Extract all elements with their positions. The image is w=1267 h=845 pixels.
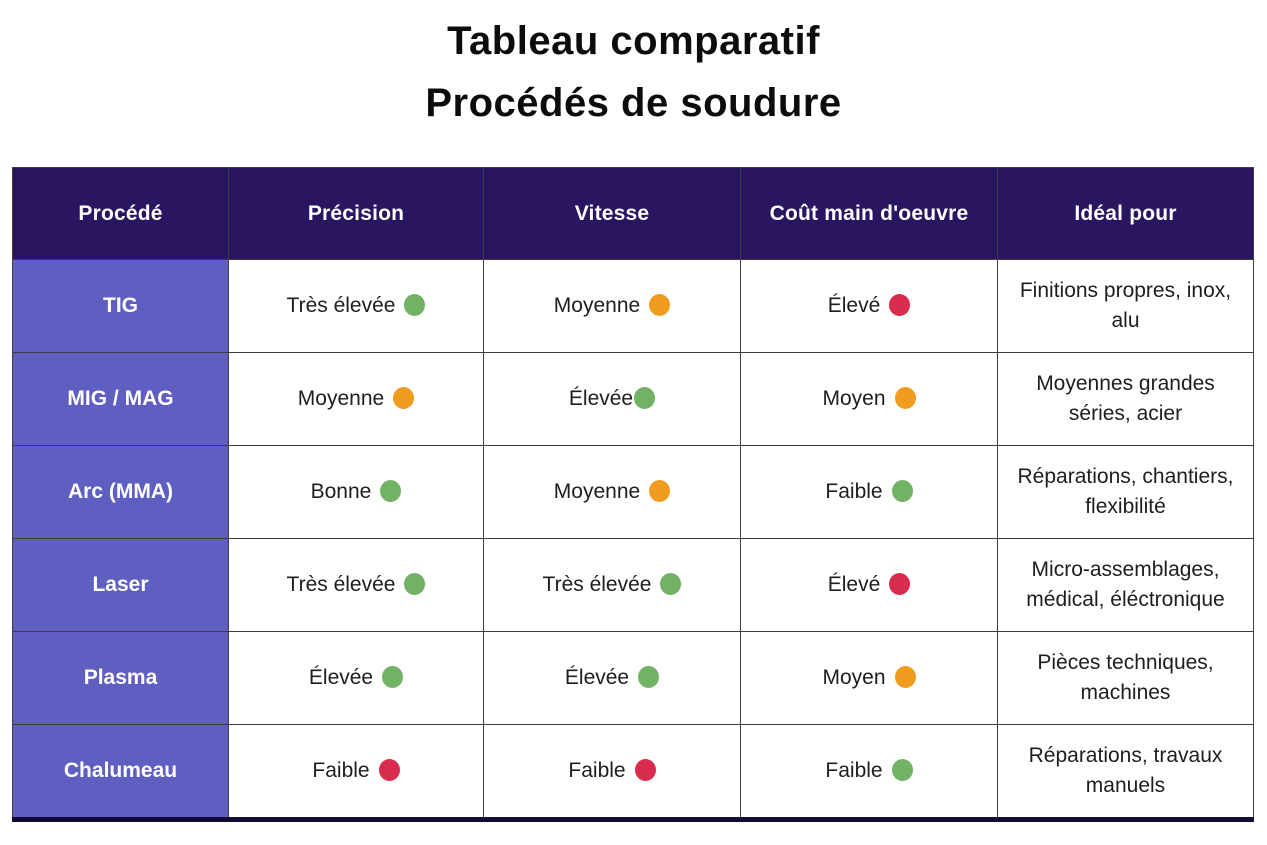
- cell-precision: Moyenne: [228, 352, 484, 446]
- cell-text: Élevée: [308, 666, 374, 689]
- cell-vitesse: Très élevée: [483, 538, 741, 632]
- status-dot-red-icon: [378, 759, 400, 781]
- page-title: Tableau comparatif Procédés de soudure: [0, 0, 1267, 134]
- table-row: TIG Très élevée Moyenne Élevé Finitions prop…: [12, 259, 1254, 353]
- status-dot-green-icon: [660, 573, 682, 595]
- column-header-procede: Procédé: [12, 167, 229, 260]
- cell-ideal-pour: Micro-assemblages, médical, éléctronique: [997, 538, 1254, 632]
- row-label: Arc (MMA): [12, 445, 229, 539]
- column-header-ideal: Idéal pour: [997, 167, 1254, 260]
- cell-cout: Faible: [740, 724, 998, 820]
- table-row: Arc (MMA) Bonne Moyenne Faible Réparations, …: [12, 445, 1254, 539]
- cell-text: Faible: [568, 759, 626, 782]
- table-row: Laser Très élevée Très élevée Élevé Micro-as…: [12, 538, 1254, 632]
- cell-vitesse: Faible: [483, 724, 741, 820]
- header-row: Procédé Précision Vitesse Coût main d'oe…: [12, 167, 1254, 260]
- status-dot-orange-icon: [649, 294, 671, 316]
- column-header-vitesse: Vitesse: [483, 167, 741, 260]
- cell-vitesse: Moyenne: [483, 259, 741, 353]
- cell-text: Élevée: [568, 387, 634, 410]
- status-dot-red-icon: [889, 573, 911, 595]
- row-label: Laser: [12, 538, 229, 632]
- cell-text: Moyenne: [553, 480, 641, 503]
- cell-cout: Faible: [740, 445, 998, 539]
- cell-ideal-pour: Pièces techniques, machines: [997, 631, 1254, 725]
- cell-ideal-pour: Réparations, chantiers, flexibilité: [997, 445, 1254, 539]
- status-dot-red-icon: [634, 759, 656, 781]
- cell-ideal-pour: Finitions propres, inox, alu: [997, 259, 1254, 353]
- status-dot-red-icon: [889, 294, 911, 316]
- row-label: MIG / MAG: [12, 352, 229, 446]
- table-row: MIG / MAG Moyenne Élevée Moyen Moyennes gran…: [12, 352, 1254, 446]
- cell-text: Élevé: [827, 294, 881, 317]
- cell-ideal-pour: Réparations, travaux manuels: [997, 724, 1254, 820]
- cell-text: Très élevée: [542, 573, 652, 596]
- cell-text: Élevée: [564, 666, 630, 689]
- row-label: Chalumeau: [12, 724, 229, 820]
- cell-text: Très élevée: [286, 294, 396, 317]
- status-dot-green-icon: [891, 759, 913, 781]
- cell-precision: Très élevée: [228, 259, 484, 353]
- row-label: Plasma: [12, 631, 229, 725]
- status-dot-orange-icon: [393, 387, 415, 409]
- status-dot-orange-icon: [894, 387, 916, 409]
- cell-precision: Élevée: [228, 631, 484, 725]
- table-row: Plasma Élevée Élevée Moyen Pièces techniques…: [12, 631, 1254, 725]
- status-dot-orange-icon: [894, 666, 916, 688]
- cell-text: Très élevée: [286, 573, 396, 596]
- cell-precision: Faible: [228, 724, 484, 820]
- cell-text: Élevé: [827, 573, 881, 596]
- comparison-table: Procédé Précision Vitesse Coût main d'oe…: [12, 167, 1254, 822]
- status-dot-green-icon: [404, 294, 426, 316]
- row-label: TIG: [12, 259, 229, 353]
- cell-text: Bonne: [310, 480, 372, 503]
- cell-vitesse: Élevée: [483, 352, 741, 446]
- status-dot-green-icon: [634, 387, 656, 409]
- cell-text: Faible: [825, 759, 883, 782]
- cell-precision: Très élevée: [228, 538, 484, 632]
- status-dot-green-icon: [382, 666, 404, 688]
- cell-text: Faible: [312, 759, 370, 782]
- title-line-1: Tableau comparatif: [447, 19, 820, 63]
- cell-vitesse: Moyenne: [483, 445, 741, 539]
- cell-text: Moyenne: [297, 387, 385, 410]
- table-row: Chalumeau Faible Faible Faible Réparations, …: [12, 724, 1254, 820]
- cell-text: Moyen: [822, 387, 886, 410]
- status-dot-green-icon: [638, 666, 660, 688]
- title-line-2: Procédés de soudure: [425, 81, 842, 125]
- cell-text: Moyenne: [553, 294, 641, 317]
- cell-ideal-pour: Moyennes grandes séries, acier: [997, 352, 1254, 446]
- cell-cout: Élevé: [740, 538, 998, 632]
- status-dot-orange-icon: [649, 480, 671, 502]
- cell-cout: Élevé: [740, 259, 998, 353]
- status-dot-green-icon: [380, 480, 402, 502]
- cell-precision: Bonne: [228, 445, 484, 539]
- column-header-cout: Coût main d'oeuvre: [740, 167, 998, 260]
- status-dot-green-icon: [891, 480, 913, 502]
- cell-text: Moyen: [822, 666, 886, 689]
- cell-cout: Moyen: [740, 352, 998, 446]
- cell-vitesse: Élevée: [483, 631, 741, 725]
- status-dot-green-icon: [404, 573, 426, 595]
- cell-cout: Moyen: [740, 631, 998, 725]
- column-header-precision: Précision: [228, 167, 484, 260]
- cell-text: Faible: [825, 480, 883, 503]
